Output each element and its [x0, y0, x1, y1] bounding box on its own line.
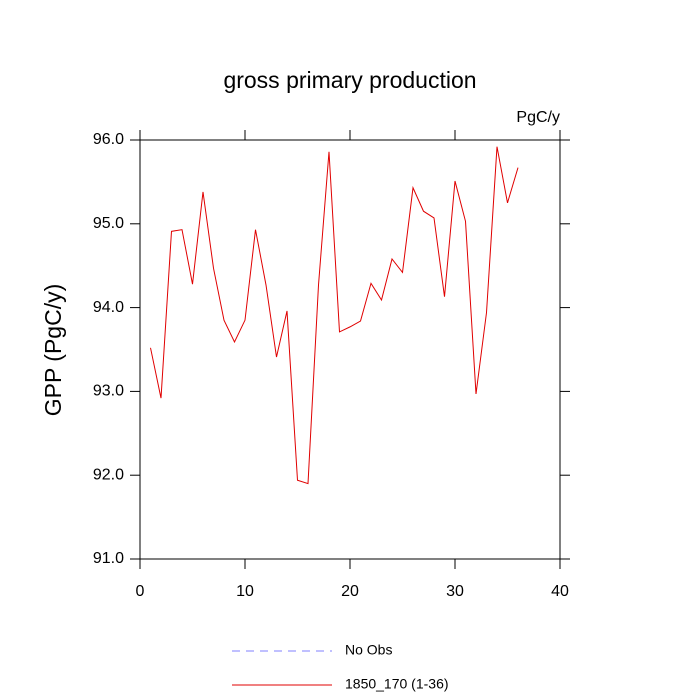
legend-label: No Obs	[345, 642, 392, 658]
x-tick-label: 10	[236, 583, 254, 600]
y-tick-label: 93.0	[93, 383, 124, 400]
y-tick-label: 95.0	[93, 215, 124, 232]
plot-frame	[139, 139, 561, 560]
x-tick-label: 0	[136, 583, 145, 600]
x-tick-label: 40	[551, 583, 569, 600]
chart-title: gross primary production	[223, 67, 476, 93]
data-line	[150, 146, 519, 485]
legend-label: 1850_170 (1-36)	[345, 676, 449, 692]
y-tick-label: 94.0	[93, 299, 124, 316]
y-tick-label: 96.0	[93, 131, 124, 148]
units-label: PgC/y	[516, 109, 560, 126]
x-tick-label: 30	[446, 583, 464, 600]
x-tick-label: 20	[341, 583, 359, 600]
y-tick-label: 92.0	[93, 466, 124, 483]
y-axis-label: GPP (PgC/y)	[40, 284, 66, 417]
y-tick-label: 91.0	[93, 550, 124, 567]
